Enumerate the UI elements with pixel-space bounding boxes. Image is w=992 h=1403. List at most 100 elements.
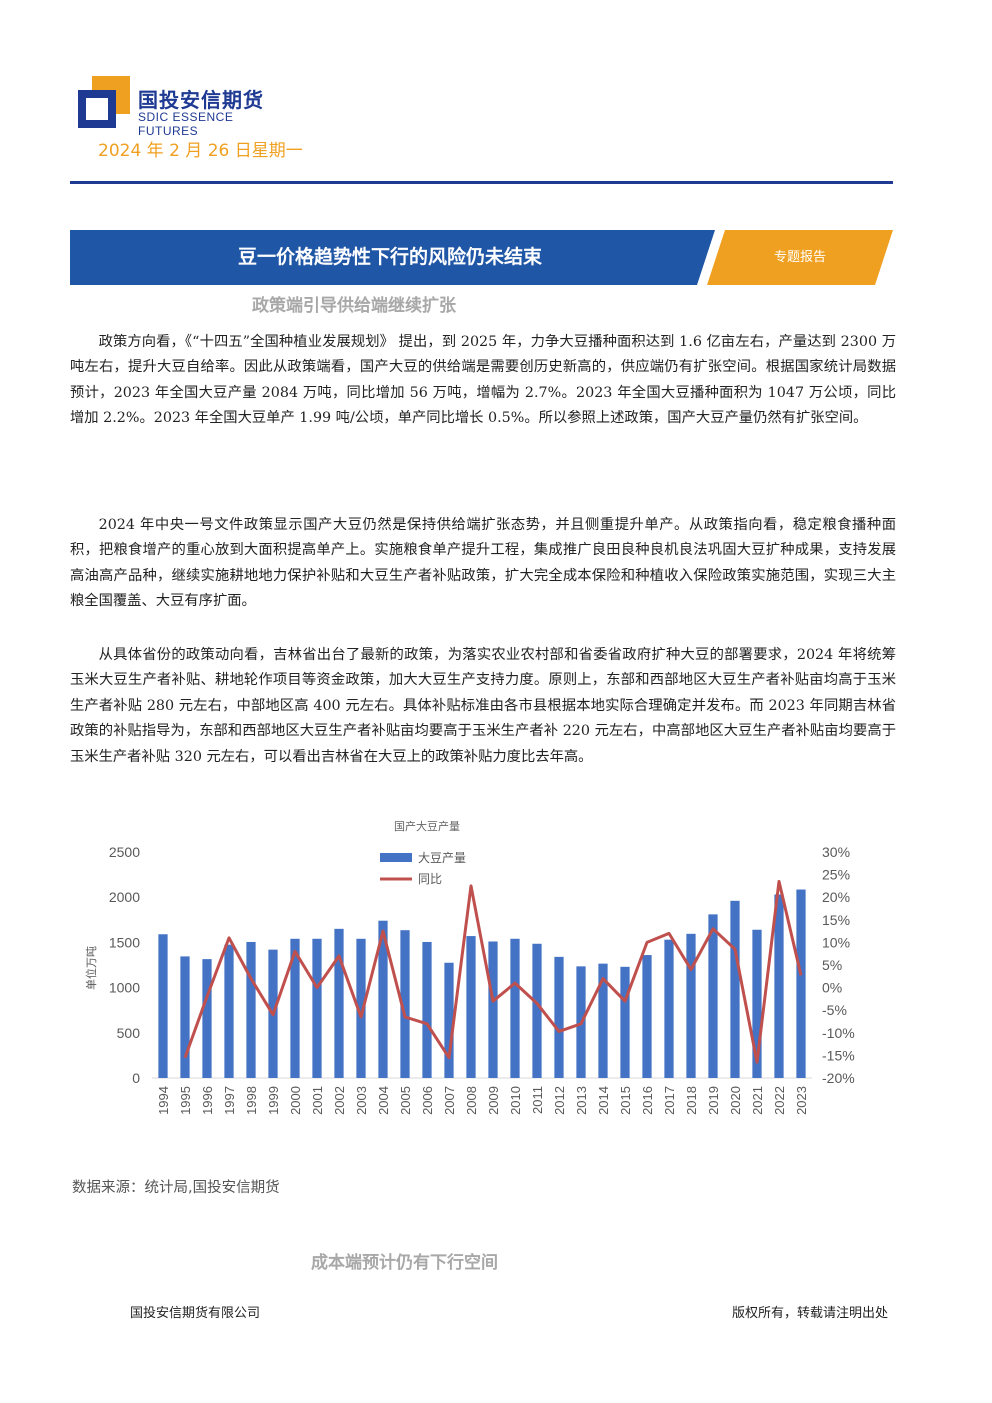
- x-tick-label: 1994: [156, 1086, 171, 1115]
- bar: [400, 930, 410, 1078]
- y-tick-label: 0: [132, 1070, 140, 1086]
- x-tick-label: 2022: [772, 1086, 787, 1115]
- logo-company-en: SDIC ESSENCE FUTURES: [138, 110, 234, 138]
- y2-tick-label: -15%: [822, 1047, 855, 1063]
- x-tick-label: 2014: [596, 1086, 611, 1115]
- report-type-tag: 专题报告: [773, 250, 826, 265]
- y2-tick-label: 10%: [822, 934, 850, 950]
- banner-shape: [70, 230, 893, 285]
- x-tick-label: 2003: [354, 1086, 369, 1115]
- y2-tick-label: -10%: [822, 1025, 855, 1041]
- x-tick-label: 2005: [398, 1086, 413, 1115]
- x-tick-label: 2019: [706, 1086, 721, 1115]
- title-banner: 豆一价格趋势性下行的风险仍未结束 专题报告: [70, 230, 893, 285]
- x-tick-label: 2007: [442, 1086, 457, 1115]
- bar: [708, 914, 718, 1078]
- x-tick-label: 1998: [244, 1086, 259, 1115]
- footer-copyright: 版权所有，转载请注明出处: [731, 1306, 888, 1321]
- chart-ylabel: 单位万吨: [84, 946, 98, 990]
- x-tick-label: 2015: [618, 1086, 633, 1115]
- logo-company-cn: 国投安信期货: [138, 88, 264, 112]
- bar: [532, 943, 542, 1078]
- legend-label-bar: 大豆产量: [418, 851, 466, 865]
- chart-canvas: 国产大豆产量 单位万吨 大豆产量 同比 2500 2000 1500 1000 500 0…: [84, 819, 855, 1115]
- section-heading-policy: 政策端引导供给端继续扩张: [252, 296, 456, 316]
- x-tick-label: 2018: [684, 1086, 699, 1115]
- data-source: 数据来源：统计局,国投安信期货: [72, 1180, 280, 1196]
- bar: [444, 962, 454, 1078]
- bar: [642, 955, 652, 1078]
- x-tick-label: 2006: [420, 1086, 435, 1115]
- x-tick-label: 2004: [376, 1086, 391, 1115]
- y2-tick-label: 20%: [822, 889, 850, 905]
- bar: [620, 966, 630, 1078]
- y-tick-label: 2000: [109, 889, 140, 905]
- y2-tick-label: 25%: [822, 867, 850, 883]
- x-tick-label: 2008: [464, 1086, 479, 1115]
- x-tick-label: 2000: [288, 1086, 303, 1115]
- y-tick-label: 1500: [109, 934, 140, 950]
- bar: [224, 944, 234, 1078]
- x-tick-label: 2021: [750, 1086, 765, 1115]
- y2-tick-label: -5%: [822, 1002, 847, 1018]
- paragraph: 从具体省份的政策动向看，吉林省出台了最新的政策，为落实农业农村部和省委省政府扩种…: [70, 647, 896, 765]
- bar: [312, 938, 322, 1078]
- bar: [730, 900, 740, 1078]
- chart-legend: 大豆产量 同比: [380, 851, 466, 886]
- x-tick-label: 2001: [310, 1086, 325, 1115]
- yoy-line: [183, 879, 803, 1064]
- report-date: 2024 年 2 月 26 日星期一: [98, 141, 303, 161]
- bar: [752, 929, 762, 1078]
- bar: [180, 956, 190, 1078]
- y-tick-label: 2500: [109, 844, 140, 860]
- soybean-production-chart: 国产大豆产量 单位万吨 大豆产量 同比 2500 2000 1500 1000 500 0…: [70, 808, 896, 1128]
- y2-tick-label: 0%: [822, 980, 842, 996]
- bar: [664, 939, 674, 1078]
- header-divider: [70, 181, 893, 184]
- legend-swatch-bar: [380, 853, 412, 862]
- x-tick-label: 2002: [332, 1086, 347, 1115]
- x-tick-label: 2017: [662, 1086, 677, 1115]
- x-tick-label: 1997: [222, 1086, 237, 1115]
- y2-tick-label: 15%: [822, 912, 850, 928]
- x-tick-label: 2012: [552, 1086, 567, 1115]
- x-tick-label: 1999: [266, 1086, 281, 1115]
- bar: [356, 938, 366, 1078]
- footer-company: 国投安信期货有限公司: [130, 1306, 261, 1321]
- logo-mark-icon: [78, 76, 130, 128]
- paragraph: 2024 年中央一号文件政策显示国产大豆仍然是保持供给端扩张态势，并且侧重提升单…: [70, 517, 896, 610]
- x-tick-label: 2013: [574, 1086, 589, 1115]
- x-tick-label: 2009: [486, 1086, 501, 1115]
- chart-title: 国产大豆产量: [394, 819, 460, 833]
- bar: [378, 920, 388, 1078]
- bar: [598, 963, 608, 1078]
- bar: [488, 941, 498, 1078]
- bar: [686, 933, 696, 1078]
- x-tick-label: 2023: [794, 1086, 809, 1115]
- legend-label-line: 同比: [418, 872, 442, 886]
- bar: [334, 928, 344, 1078]
- y-tick-label: 500: [117, 1025, 141, 1041]
- section-heading-cost: 成本端预计仍有下行空间: [311, 1253, 498, 1273]
- company-logo: 国投安信期货 SDIC ESSENCE FUTURES: [78, 76, 288, 138]
- bar: [796, 889, 806, 1078]
- bar: [290, 938, 300, 1078]
- y2-tick-label: 30%: [822, 844, 850, 860]
- x-tick-label: 2010: [508, 1086, 523, 1115]
- bar: [510, 938, 520, 1078]
- x-tick-label: 2020: [728, 1086, 743, 1115]
- y-tick-label: 1000: [109, 980, 140, 996]
- x-tick-label: 1995: [178, 1086, 193, 1115]
- bar: [158, 934, 168, 1078]
- bar: [422, 941, 432, 1078]
- report-title: 豆一价格趋势性下行的风险仍未结束: [237, 246, 542, 268]
- bar: [466, 936, 476, 1078]
- x-tick-label: 2016: [640, 1086, 655, 1115]
- paragraph: 政策方向看，《“十四五”全国种植业发展规划》 提出，到 2025 年，力争大豆播…: [70, 334, 896, 427]
- x-tick-label: 1996: [200, 1086, 215, 1115]
- bar: [554, 956, 564, 1078]
- y2-tick-label: 5%: [822, 957, 842, 973]
- bar: [202, 959, 212, 1078]
- x-tick-label: 2011: [530, 1086, 545, 1114]
- y2-tick-label: -20%: [822, 1070, 855, 1086]
